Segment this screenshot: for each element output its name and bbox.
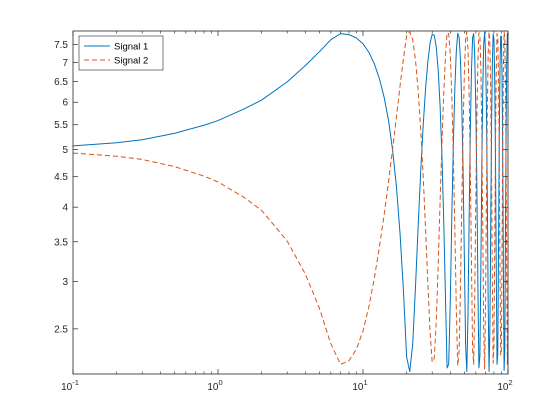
x-tick-label: 100 (207, 378, 222, 393)
plot-area (73, 31, 508, 374)
legend-box (78, 35, 164, 71)
series-line-1 (73, 31, 508, 373)
y-tick-label: 7 (62, 58, 68, 69)
y-tick-layer: 2.5 3 3.5 4 4.5 5 5.5 6 6.5 7 7.5 (54, 40, 508, 335)
y-tick-label: 6.5 (54, 77, 68, 88)
x-tick-label: 10-1 (61, 378, 79, 393)
legend-label-1: Signal 1 (114, 42, 148, 53)
legend: Signal 1 Signal 2 (78, 35, 164, 71)
y-tick-label: 7.5 (54, 40, 68, 51)
y-tick-label: 3 (62, 277, 68, 288)
series-line-2 (73, 31, 508, 370)
x-tick-layer: 10-1 100 101 102 (61, 31, 513, 393)
y-tick-label: 4.5 (54, 172, 68, 183)
axes-box (72, 30, 509, 375)
series-layer (73, 31, 508, 373)
y-tick-label: 3.5 (54, 237, 68, 248)
y-tick-label: 5.5 (54, 120, 68, 131)
y-tick-label: 2.5 (54, 324, 68, 335)
y-tick-label: 5 (62, 145, 68, 156)
legend-label-2: Signal 2 (114, 56, 148, 67)
y-tick-label: 6 (62, 98, 68, 109)
y-tick-label: 4 (62, 203, 68, 214)
x-tick-label: 102 (497, 378, 512, 393)
x-tick-label: 101 (352, 378, 367, 393)
